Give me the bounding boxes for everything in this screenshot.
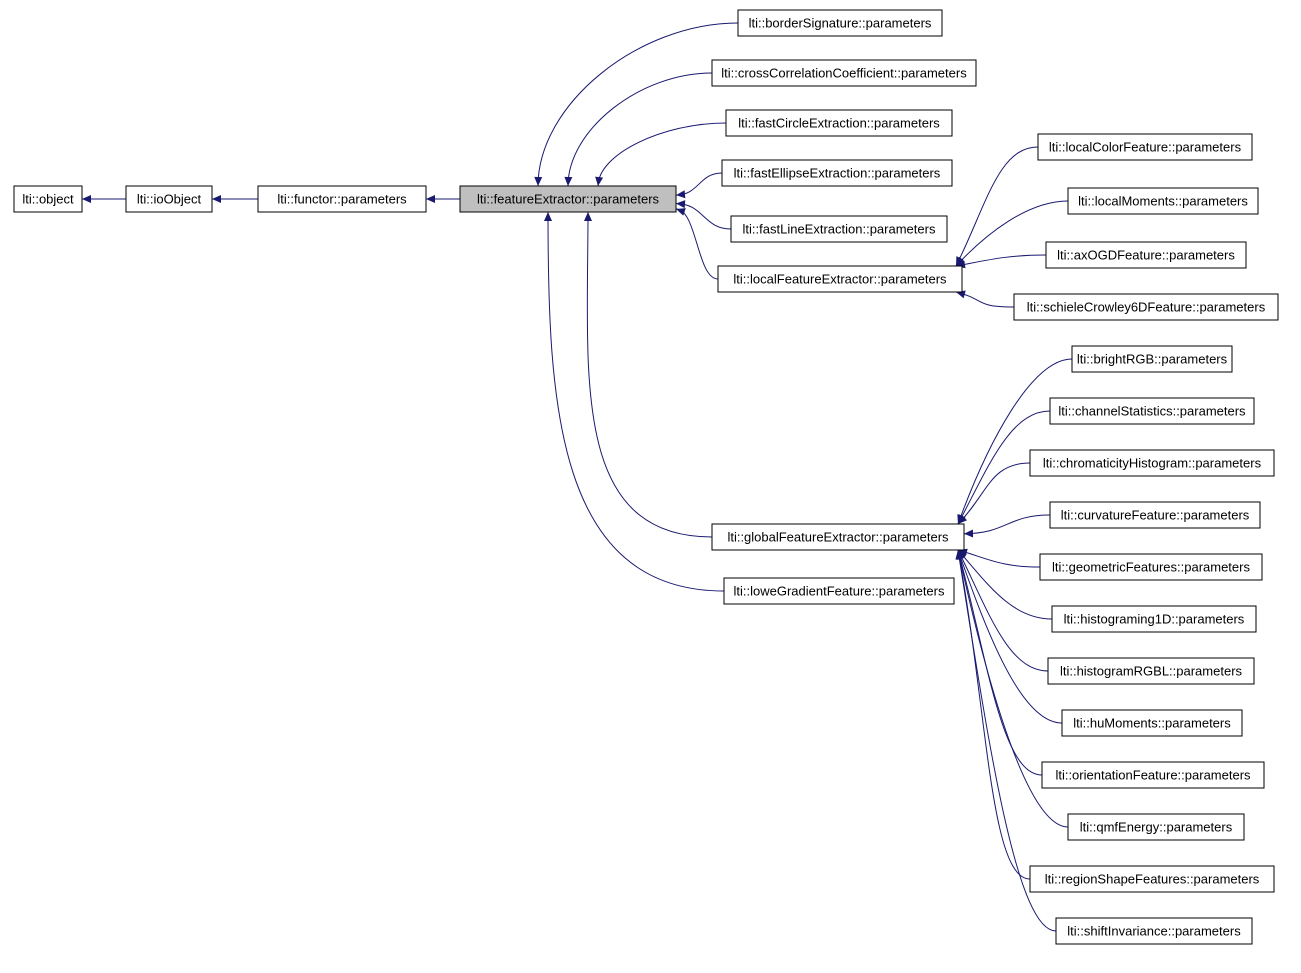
node-hist1D[interactable]: lti::histograming1D::parameters: [1052, 606, 1256, 632]
node-featExtP[interactable]: lti::featureExtractor::parameters: [460, 186, 676, 212]
node-functorP[interactable]: lti::functor::parameters: [258, 186, 426, 212]
node-chanStats[interactable]: lti::channelStatistics::parameters: [1050, 398, 1254, 424]
node-shiftInv[interactable]: lti::shiftInvariance::parameters: [1056, 918, 1252, 944]
node-schiele[interactable]: lti::schieleCrowley6DFeature::parameters: [1014, 294, 1278, 320]
node-object[interactable]: lti::object: [14, 186, 82, 212]
node-globalFE[interactable]: lti::globalFeatureExtractor::parameters: [712, 524, 964, 550]
node-localMoments[interactable]: lti::localMoments::parameters: [1068, 188, 1258, 214]
node-curvFeat[interactable]: lti::curvatureFeature::parameters: [1050, 502, 1260, 528]
node-geomFeat[interactable]: lti::geometricFeatures::parameters: [1040, 554, 1262, 580]
node-localColor[interactable]: lti::localColorFeature::parameters: [1038, 134, 1252, 160]
node-fastCircle[interactable]: lti::fastCircleExtraction::parameters: [726, 110, 952, 136]
node-huMoments[interactable]: lti::huMoments::parameters: [1062, 710, 1242, 736]
node-fastLine[interactable]: lti::fastLineExtraction::parameters: [731, 216, 947, 242]
node-axOGD[interactable]: lti::axOGDFeature::parameters: [1046, 242, 1246, 268]
node-ioObject[interactable]: lti::ioObject: [126, 186, 212, 212]
node-brightRGB[interactable]: lti::brightRGB::parameters: [1072, 346, 1232, 372]
node-fastEllipse[interactable]: lti::fastEllipseExtraction::parameters: [722, 160, 952, 186]
node-localFE[interactable]: lti::localFeatureExtractor::parameters: [718, 266, 962, 292]
inheritance-diagram: lti::object lti::ioObject lti::functor::pa…: [0, 0, 1301, 973]
node-orientFeat[interactable]: lti::orientationFeature::parameters: [1042, 762, 1264, 788]
node-borderSig[interactable]: lti::borderSignature::parameters: [738, 10, 942, 36]
node-qmfEnergy[interactable]: lti::qmfEnergy::parameters: [1068, 814, 1244, 840]
node-histRGBL[interactable]: lti::histogramRGBL::parameters: [1048, 658, 1254, 684]
node-loweGrad[interactable]: lti::loweGradientFeature::parameters: [724, 578, 954, 604]
node-chromHist[interactable]: lti::chromaticityHistogram::parameters: [1030, 450, 1274, 476]
node-regionShape[interactable]: lti::regionShapeFeatures::parameters: [1030, 866, 1274, 892]
node-crossCorr[interactable]: lti::crossCorrelationCoefficient::parame…: [712, 60, 976, 86]
